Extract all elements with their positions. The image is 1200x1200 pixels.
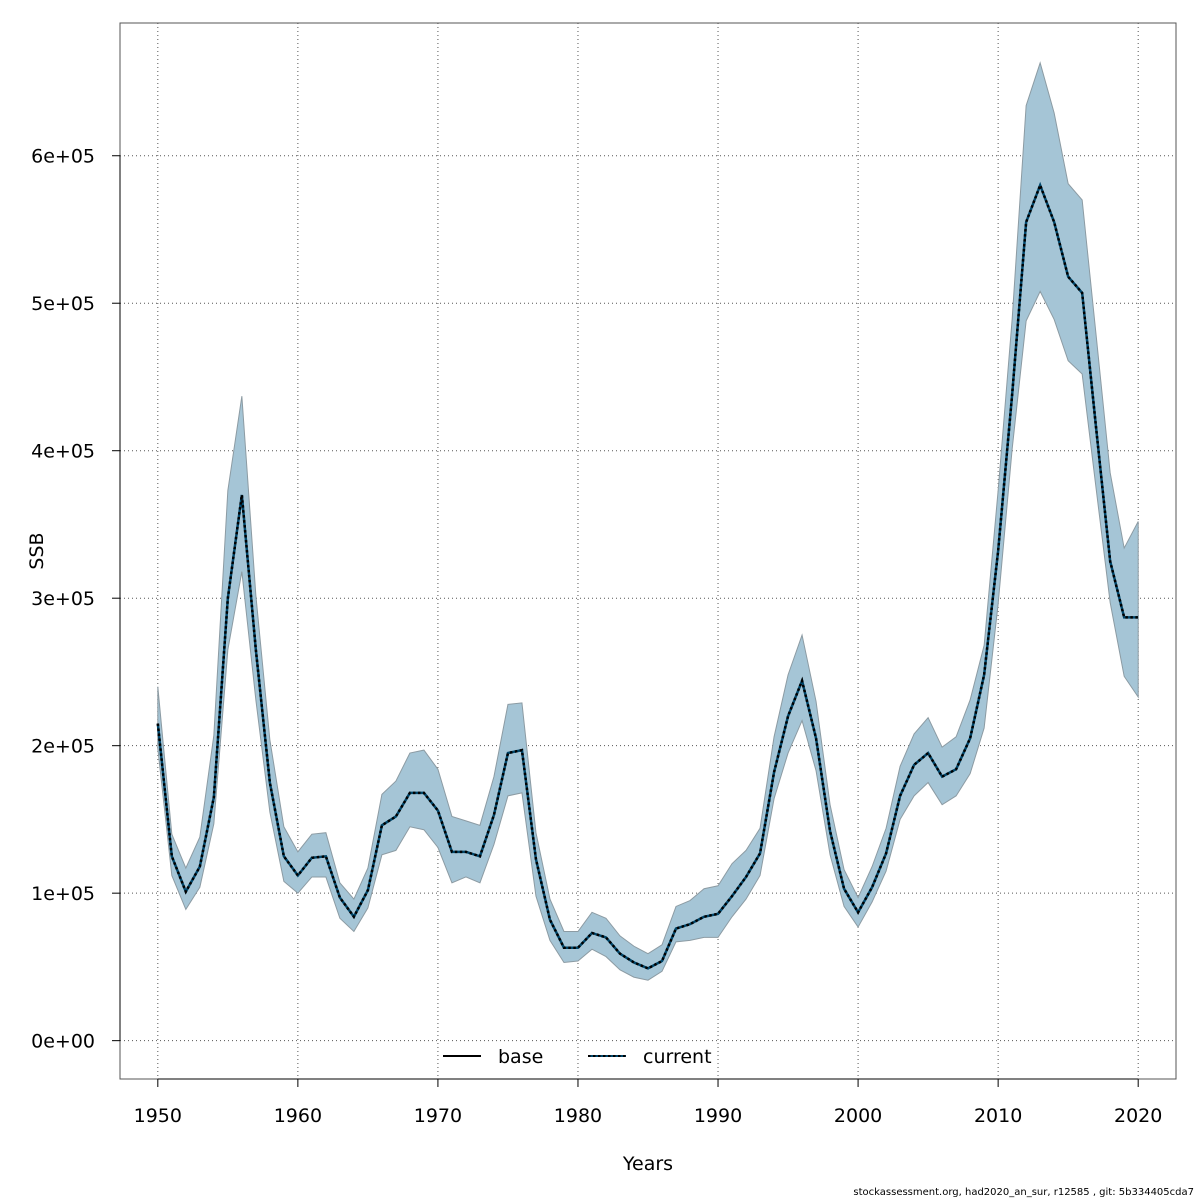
series-lines — [156, 181, 1139, 970]
y-axis-title: SSB — [26, 532, 48, 569]
y-tick-label: 3e+05 — [31, 588, 95, 610]
series-line-current-dots — [156, 181, 1139, 970]
y-tick-label: 6e+05 — [31, 146, 95, 168]
legend-label-base: base — [498, 1046, 543, 1068]
legend: base current — [443, 1046, 712, 1068]
footnote: stockassessment.org, had2020_an_sur, r12… — [853, 1187, 1194, 1198]
y-tick-label: 4e+05 — [31, 441, 95, 463]
x-tick-label: 1970 — [414, 1105, 462, 1127]
x-tick-label: 1950 — [134, 1105, 182, 1127]
y-tick-label: 2e+05 — [31, 736, 95, 758]
confidence-band-group — [157, 61, 1139, 981]
x-tick-label: 2000 — [834, 1105, 882, 1127]
grid-lines — [120, 23, 1176, 1079]
x-tick-label: 1980 — [554, 1105, 602, 1127]
confidence-band — [157, 61, 1139, 981]
x-tick-label: 2020 — [1114, 1105, 1162, 1127]
y-tick-label: 5e+05 — [31, 293, 95, 315]
y-tick-label: 0e+00 — [31, 1031, 95, 1053]
x-tick-label: 1990 — [694, 1105, 742, 1127]
y-tick-label: 1e+05 — [31, 883, 95, 905]
x-tick-label: 2010 — [974, 1105, 1022, 1127]
y-axis: 0e+00 1e+05 2e+05 3e+05 4e+05 5e+05 6e+05 — [31, 146, 121, 1053]
legend-label-current: current — [643, 1046, 712, 1068]
x-axis-title: Years — [622, 1153, 673, 1175]
plot-frame — [119, 22, 1177, 1080]
x-tick-label: 1960 — [274, 1105, 322, 1127]
x-axis: 1950 1960 1970 1980 1990 2000 2010 2020 — [134, 1078, 1162, 1127]
